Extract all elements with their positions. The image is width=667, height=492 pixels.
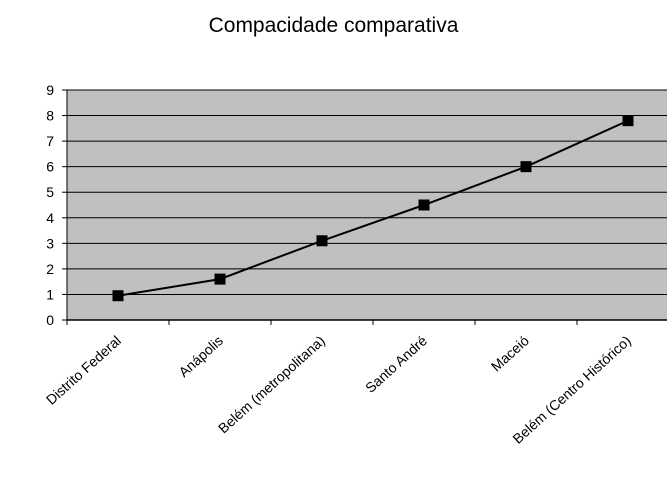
y-tick-label: 7 [46,133,54,149]
y-tick-label: 1 [46,286,54,302]
y-tick-label: 6 [46,159,54,175]
y-tick-label: 0 [46,312,54,328]
data-point-marker [214,273,226,285]
x-tick-label: Anápolis [175,332,226,380]
axes [62,89,667,325]
series-line [117,119,629,297]
y-tick-label: 8 [46,108,54,124]
y-tick-label: 2 [46,261,54,277]
y-tick-label: 3 [46,235,54,251]
gridlines [67,89,667,295]
x-tick-label: Distrito Federal [43,332,124,407]
x-tick-label: Santo André [362,332,430,396]
series-markers [112,115,634,302]
x-tick-label: Belém (Centro Histórico) [509,332,634,446]
x-tick-label: Maceió [488,332,532,374]
data-point-marker [520,161,532,173]
plot-area [67,90,667,320]
chart-title: Compacidade comparativa [208,14,459,37]
data-point-marker [112,290,124,302]
y-tick-label: 4 [46,210,54,226]
y-axis-tick-labels: 0 1 2 3 4 5 6 7 8 9 [46,82,54,328]
x-tick-label: Belém (metropolitana) [215,332,328,436]
data-point-marker [622,115,634,127]
y-tick-label: 5 [46,184,54,200]
series-line-path [117,119,629,297]
y-tick-label: 9 [46,82,54,98]
data-point-marker [418,199,430,211]
data-point-marker [316,235,328,247]
